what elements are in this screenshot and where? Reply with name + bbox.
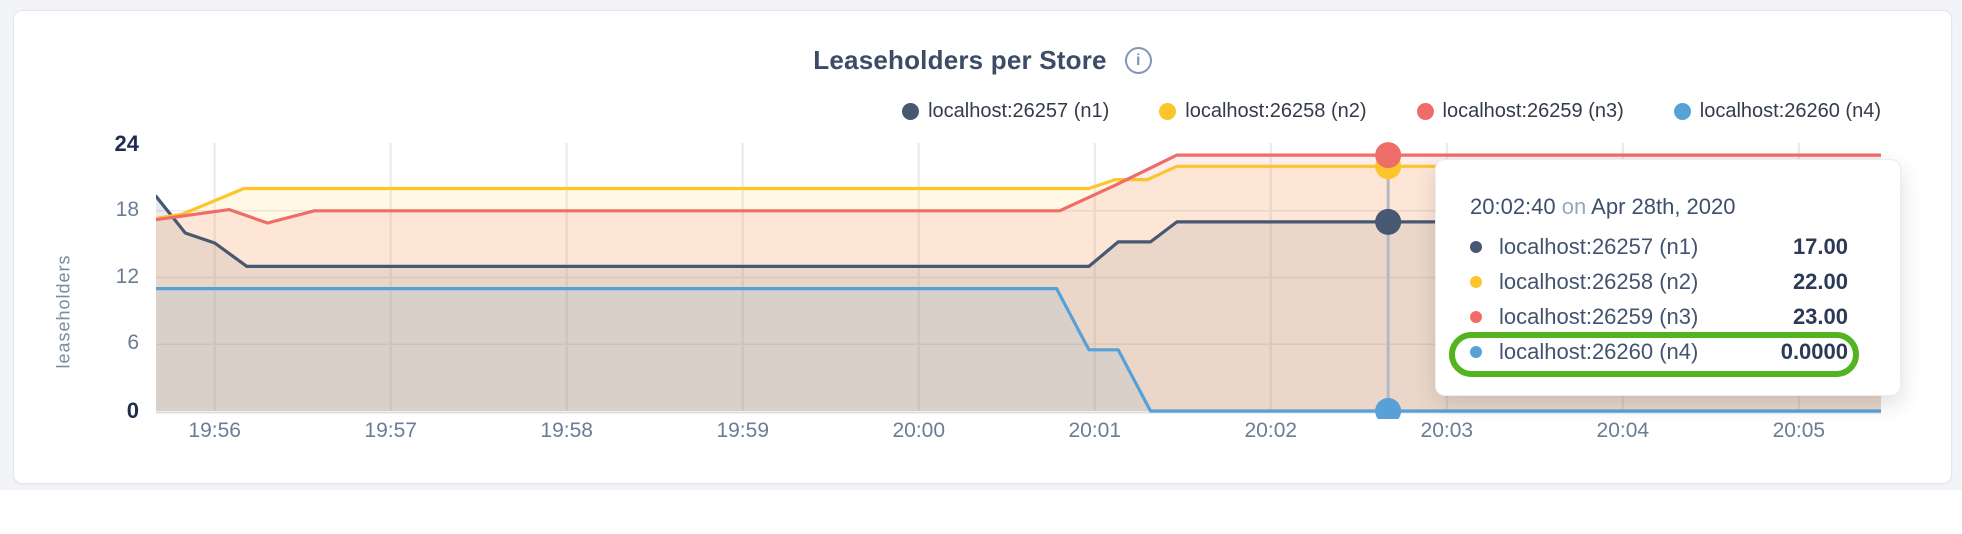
y-tick-0: 0 <box>126 398 139 423</box>
series-line-n2 <box>156 164 1881 221</box>
legend-label-n4: localhost:26260 (n4) <box>1699 100 1881 122</box>
tooltip-date: Apr 28th, 2020 <box>1591 194 1736 219</box>
x-tick-2004: 20:04 <box>1596 419 1650 442</box>
x-tick-1958: 19:58 <box>540 419 593 442</box>
tooltip-series-row-n4-highlighted: localhost:26260 (n4) 0.0000 <box>1470 334 1848 369</box>
tooltip-series-label-n2: localhost:26258 (n2) <box>1499 268 1699 294</box>
tooltip-series-row-n3: localhost:26259 (n3) 23.00 <box>1470 299 1848 334</box>
tooltip-series-dot-n2 <box>1470 275 1482 288</box>
legend-dot-n4 <box>1673 103 1691 120</box>
tooltip-series-value-n3: 23.00 <box>1792 303 1848 329</box>
series-line-n1 <box>156 194 1881 268</box>
x-tick-1959: 19:59 <box>716 419 770 442</box>
x-tick-2005: 20:05 <box>1772 419 1826 442</box>
legend-dot-n2 <box>1159 103 1177 120</box>
series-line-n3 <box>156 153 1881 225</box>
tooltip-series-value-n1: 17.00 <box>1792 233 1848 259</box>
chart-legend: localhost:26257 (n1) localhost:26258 (n2)… <box>902 100 1881 123</box>
metric-card: Leaseholders per Store i localhost:26257… <box>13 10 1952 484</box>
tooltip-series-dot-n1 <box>1470 240 1482 253</box>
y-tick-12: 12 <box>115 264 139 288</box>
tooltip-series-label-n3: localhost:26259 (n3) <box>1499 303 1699 329</box>
tooltip-rows: localhost:26257 (n1) 17.00 localhost:26258… <box>1470 229 1848 369</box>
tooltip-series-dot-n3 <box>1470 310 1482 323</box>
legend-label-n1: localhost:26257 (n1) <box>928 100 1110 122</box>
tooltip-series-row-n1: localhost:26257 (n1) 17.00 <box>1470 229 1848 264</box>
hover-marker-n1 <box>1375 208 1402 235</box>
legend-label-n2: localhost:26258 (n2) <box>1185 100 1367 122</box>
legend-item-n4: localhost:26260 (n4) <box>1673 100 1881 123</box>
chart-title: Leaseholders per Store <box>813 45 1107 75</box>
x-tick-2001: 20:01 <box>1068 419 1122 442</box>
tooltip-series-row-n2: localhost:26258 (n2) 22.00 <box>1470 264 1848 299</box>
tooltip-time: 20:02:40 <box>1470 194 1556 219</box>
x-tick-2002: 20:02 <box>1244 419 1298 442</box>
x-tick-2000: 20:00 <box>892 419 946 442</box>
legend-item-n3: localhost:26259 (n3) <box>1416 100 1624 123</box>
info-icon[interactable]: i <box>1124 47 1152 74</box>
series-area-n4 <box>156 288 1881 411</box>
x-tick-2003: 20:03 <box>1420 419 1474 442</box>
y-tick-6: 6 <box>127 331 139 355</box>
x-tick-1956: 19:56 <box>188 419 241 442</box>
series-line-n4 <box>156 287 1881 413</box>
tooltip-series-label-n4: localhost:26260 (n4) <box>1499 338 1699 364</box>
tooltip-series-value-n4: 0.0000 <box>1780 338 1848 364</box>
legend-item-n2: localhost:26258 (n2) <box>1159 100 1367 123</box>
x-tick-1957: 19:57 <box>364 419 417 442</box>
tooltip-series-label-n1: localhost:26257 (n1) <box>1499 233 1699 259</box>
hover-marker-n4 <box>1375 398 1402 419</box>
chart-tooltip: 20:02:40 on Apr 28th, 2020 localhost:262… <box>1435 159 1901 396</box>
tooltip-series-dot-n4 <box>1470 345 1482 358</box>
legend-label-n3: localhost:26259 (n3) <box>1442 100 1624 122</box>
legend-dot-n3 <box>1416 103 1434 120</box>
y-tick-18: 18 <box>115 197 139 221</box>
legend-item-n1: localhost:26257 (n1) <box>902 100 1109 123</box>
y-tick-24: 24 <box>114 131 139 156</box>
tooltip-timestamp: 20:02:40 on Apr 28th, 2020 <box>1470 193 1848 221</box>
hover-marker-n3 <box>1375 142 1402 169</box>
tooltip-connector: on <box>1561 194 1587 219</box>
chart-header: Leaseholders per Store i <box>14 45 1951 76</box>
tooltip-series-value-n2: 22.00 <box>1792 268 1848 294</box>
legend-dot-n1 <box>902 103 920 120</box>
